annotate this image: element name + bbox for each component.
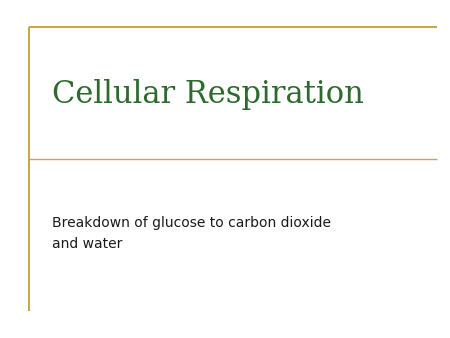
Text: Breakdown of glucose to carbon dioxide
and water: Breakdown of glucose to carbon dioxide a… — [52, 216, 331, 251]
Text: Cellular Respiration: Cellular Respiration — [52, 79, 364, 110]
